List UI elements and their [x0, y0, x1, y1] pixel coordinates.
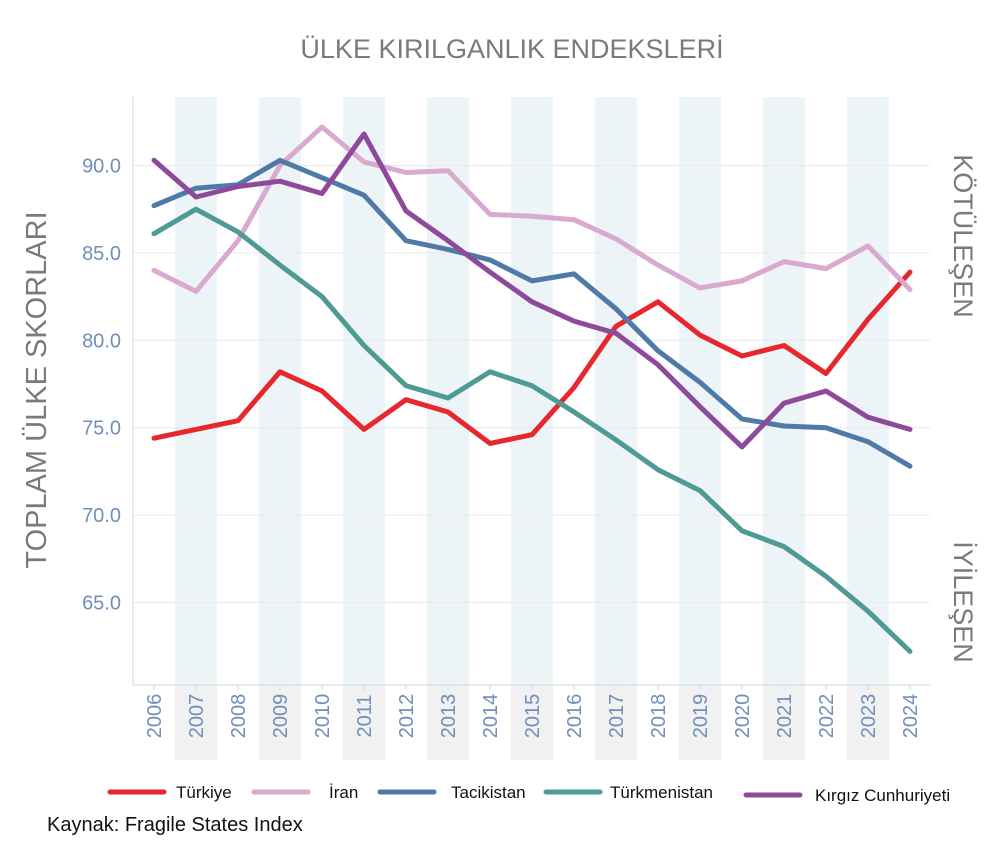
y-tick-label: 65.0 [82, 593, 121, 615]
x-tick-label: 2014 [480, 694, 502, 739]
x-tick-label: 2015 [522, 694, 544, 739]
year-label-band-2007 [175, 685, 217, 760]
year-bands [175, 97, 889, 760]
x-tick-label: 2024 [900, 694, 922, 739]
year-band-2011 [343, 97, 385, 685]
series-line-1 [151, 269, 913, 446]
series-line-4 [151, 206, 913, 654]
x-tick-label: 2010 [312, 694, 334, 739]
x-tick-label: 2008 [228, 694, 250, 739]
series-lines [151, 124, 913, 654]
x-tick-label: 2012 [396, 694, 418, 739]
year-label-band-2023 [847, 685, 889, 760]
x-tick-label: 2016 [564, 694, 586, 739]
y-axis-title: TOPLAM ÜLKE SKORLARI [21, 211, 53, 568]
x-tick-label: 2020 [732, 694, 754, 739]
x-tick-label: 2006 [144, 694, 166, 739]
legend-label: Türkmenistan [610, 783, 713, 802]
x-tick-label: 2018 [648, 694, 670, 739]
side-label-worsening: KÖTÜLEŞEN [948, 154, 978, 318]
year-label-band-2013 [427, 685, 469, 760]
gridlines: 65.0 70.0 75.0 80.0 85.0 90.0 [82, 156, 930, 615]
year-band-2021 [763, 97, 805, 685]
series-line-2 [151, 124, 913, 294]
x-tick-label: 2009 [270, 694, 292, 739]
x-tick-label: 2021 [774, 694, 796, 739]
year-band-2023 [847, 97, 889, 685]
legend-label: Tacikistan [451, 783, 526, 802]
x-tick-label: 2022 [816, 694, 838, 739]
x-tick-label: 2007 [186, 694, 208, 739]
year-label-band-2015 [511, 685, 553, 760]
year-label-band-2017 [595, 685, 637, 760]
side-label-improving: İYİLEŞEN [948, 541, 979, 663]
x-tick-label: 2023 [858, 694, 880, 739]
source-note: Kaynak: Fragile States Index [47, 814, 303, 836]
year-band-2015 [511, 97, 553, 685]
series-line-3 [151, 157, 913, 469]
year-label-band-2009 [259, 685, 301, 760]
legend-label: Türkiye [176, 783, 232, 802]
x-tick-label: 2017 [606, 694, 628, 739]
y-tick-label: 70.0 [82, 505, 121, 527]
x-tick-label: 2013 [438, 694, 460, 739]
legend-label: İran [329, 783, 358, 802]
y-tick-label: 80.0 [82, 330, 121, 352]
axes: 2006 2007 2008 2009 2010 2011 2012 2013 2014 2015… [132, 97, 930, 739]
y-tick-label: 90.0 [82, 156, 121, 178]
year-label-band-2019 [679, 685, 721, 760]
year-label-band-2021 [763, 685, 805, 760]
series-line-5 [151, 131, 913, 450]
y-tick-label: 85.0 [82, 243, 121, 265]
year-band-2017 [595, 97, 637, 685]
legend: Türkiye İran Tacikistan Türkmenistan Kırgız … [107, 783, 950, 805]
x-tick-label: 2019 [690, 694, 712, 739]
x-tick-label: 2011 [354, 694, 376, 737]
chart-title: ÜLKE KIRILGANLIK ENDEKSLERİ [300, 33, 723, 64]
year-label-band-2011 [343, 685, 385, 760]
y-tick-label: 75.0 [82, 418, 121, 440]
legend-label: Kırgız Cunhuriyeti [815, 786, 950, 805]
